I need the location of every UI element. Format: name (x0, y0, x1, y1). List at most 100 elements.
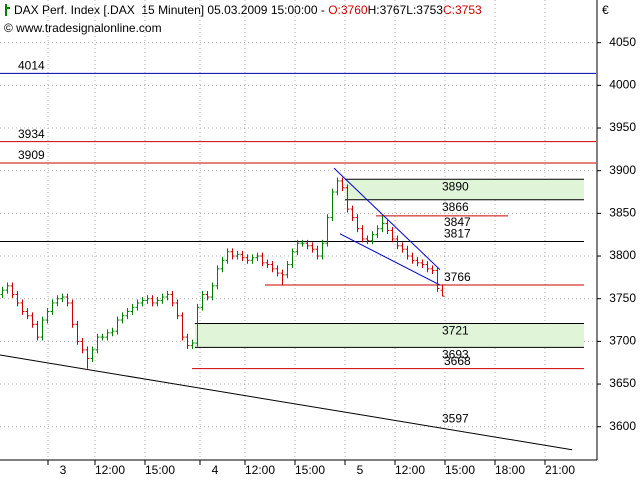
ohlc-bar (170, 291, 175, 307)
trend-label: 3597 (442, 411, 469, 425)
ohlc-bar (185, 333, 190, 350)
ohlc-bar (260, 252, 265, 267)
trend-line (0, 354, 573, 451)
ohlc-bar (435, 267, 440, 292)
subtitle: © www.tradesignalonline.com (4, 21, 162, 35)
ohlc-bar (235, 250, 240, 260)
ohlc-bar (45, 308, 50, 324)
y-tick-label: 3900 (609, 163, 636, 177)
x-tick-label: 15:00 (145, 463, 175, 477)
ohlc-bar (295, 239, 300, 256)
ohlc-bar (135, 299, 140, 311)
ohlc-bar (215, 265, 220, 290)
ohlc-bar (10, 282, 15, 298)
ohlc-bar (380, 215, 385, 233)
ohlc-bar (205, 291, 210, 301)
ohlc-bar (240, 250, 245, 262)
ohlc-bar (290, 248, 295, 268)
ohlc-bar (410, 252, 415, 264)
ohlc-bar (15, 291, 20, 307)
ohlc-bar (390, 227, 395, 243)
chart-title: DAX Perf. Index [.DAX 15 Minuten] 05.03.… (14, 3, 482, 17)
ohlc-bar (375, 225, 380, 239)
ohlc-bar (345, 184, 350, 213)
ohlc-bar (430, 265, 435, 274)
x-tick-label: 3 (60, 463, 67, 477)
y-tick-label: 3800 (609, 248, 636, 262)
ohlc-bar (415, 256, 420, 267)
zone-label: 3721 (442, 324, 469, 338)
ohlc-bar (315, 245, 320, 260)
x-tick-label: 12:00 (395, 463, 425, 477)
ohlc-bar (0, 286, 5, 298)
zone-label: 3890 (442, 179, 469, 193)
zone (345, 179, 584, 200)
ohlc-bar (330, 188, 335, 222)
ohlc-bar (225, 248, 230, 264)
y-tick-label: 3700 (609, 334, 636, 348)
ohlc-label: C:3753 (443, 3, 482, 17)
ohlc-bar (150, 295, 155, 307)
trend-line (339, 233, 441, 286)
y-tick-label: 3750 (609, 291, 636, 305)
ohlc-bar (120, 312, 125, 324)
trend-line (333, 167, 441, 271)
ohlc-bar (55, 295, 60, 307)
ohlc-bar (355, 214, 360, 233)
ohlc-bar (80, 337, 85, 354)
ohlc-bar (210, 282, 215, 301)
ohlc-bar (200, 291, 205, 311)
y-tick-label: 3850 (609, 206, 636, 220)
ohlc-bar (90, 346, 95, 362)
y-tick-label: 4000 (609, 78, 636, 92)
ohlc-bar (20, 299, 25, 315)
ohlc-bar (85, 346, 90, 369)
y-tick-label: 3950 (609, 120, 636, 134)
currency: € (602, 3, 609, 17)
x-tick-label: 4 (212, 463, 219, 477)
ohlc-bar (35, 320, 40, 341)
ohlc-bar (5, 282, 10, 294)
x-tick-label: 5 (357, 463, 364, 477)
ohlc-bar (305, 239, 310, 250)
ohlc-bar (50, 299, 55, 315)
level-label: 3766 (444, 270, 471, 284)
ohlc-bar (365, 235, 370, 245)
ohlc-bar (60, 293, 65, 303)
ohlc-bar (160, 293, 165, 304)
ohlc-bar (420, 259, 425, 268)
ohlc-bar (105, 329, 110, 341)
ohlc-bar (75, 320, 80, 345)
ohlc-bar (255, 252, 260, 262)
level-label: 3668 (444, 354, 471, 368)
y-tick-label: 3650 (609, 376, 636, 390)
ohlc-bar (250, 254, 255, 264)
ohlc-bar (310, 242, 315, 253)
ohlc-bar (125, 308, 130, 320)
ohlc-bar (190, 339, 195, 350)
ohlc-bar (40, 316, 45, 341)
ohlc-bar (110, 327, 115, 337)
ohlc-bar (400, 242, 405, 253)
ohlc-label: O:3760 (328, 3, 368, 17)
level-label: 3817 (444, 227, 471, 241)
y-tick-label: 4050 (609, 35, 636, 49)
x-tick-label: 12:00 (95, 463, 125, 477)
ohlc-bar (115, 316, 120, 335)
ohlc-bar (155, 296, 160, 307)
ohlc-bar (340, 177, 345, 192)
ohlc-bar (65, 293, 70, 307)
ohlc-bar (130, 303, 135, 315)
y-tick-label: 3600 (609, 419, 636, 433)
ohlc-bar (245, 254, 250, 264)
logo-icon (5, 4, 10, 16)
ohlc-bar (25, 308, 30, 320)
ohlc-bar (175, 299, 180, 320)
ohlc-bar (100, 333, 105, 341)
title: DAX Perf. Index [.DAX 15 Minuten] 05.03.… (14, 3, 328, 17)
x-tick-label: 21:00 (545, 463, 575, 477)
x-tick-label: 15:00 (445, 463, 475, 477)
ohlc-bar (270, 261, 275, 273)
